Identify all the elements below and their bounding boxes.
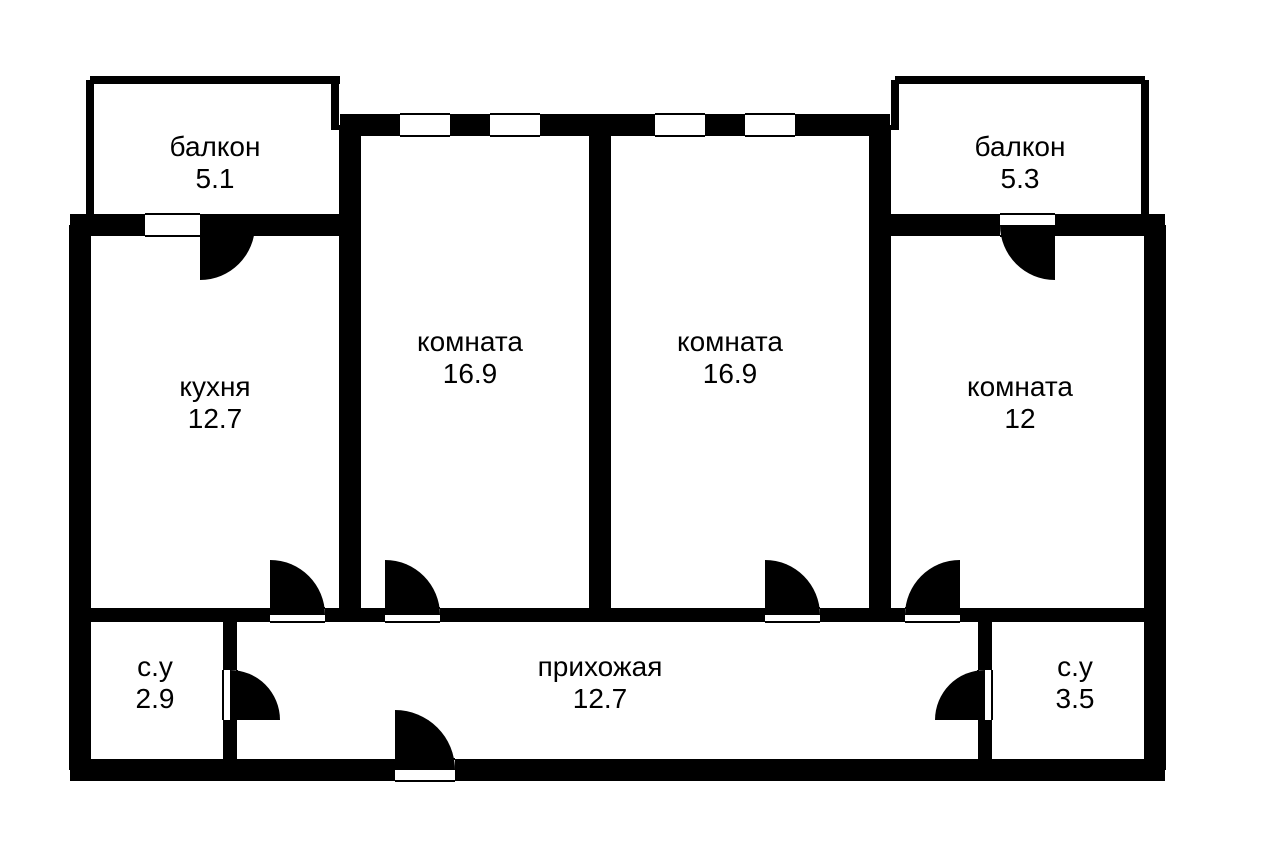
area-wc-right: 3.5 <box>1056 683 1095 714</box>
area-hall: 12.7 <box>573 683 628 714</box>
area-room3: 12 <box>1004 403 1035 434</box>
label-balcony-left: балкон <box>170 131 261 162</box>
area-kitchen: 12.7 <box>188 403 243 434</box>
area-balcony-right: 5.3 <box>1001 163 1040 194</box>
label-balcony-right: балкон <box>975 131 1066 162</box>
label-wc-right: с.у <box>1057 651 1093 682</box>
door-arcs-layer <box>200 225 1055 770</box>
area-balcony-left: 5.1 <box>196 163 235 194</box>
label-room1: комната <box>417 326 523 357</box>
label-room2: комната <box>677 326 783 357</box>
area-room1: 16.9 <box>443 358 498 389</box>
label-hall: прихожая <box>538 651 663 682</box>
label-room3: комната <box>967 371 1073 402</box>
area-wc-left: 2.9 <box>136 683 175 714</box>
area-room2: 16.9 <box>703 358 758 389</box>
label-kitchen: кухня <box>179 371 250 402</box>
floor-plan: балкон 5.1 балкон 5.3 кухня 12.7 комната… <box>0 0 1280 858</box>
label-wc-left: с.у <box>137 651 173 682</box>
